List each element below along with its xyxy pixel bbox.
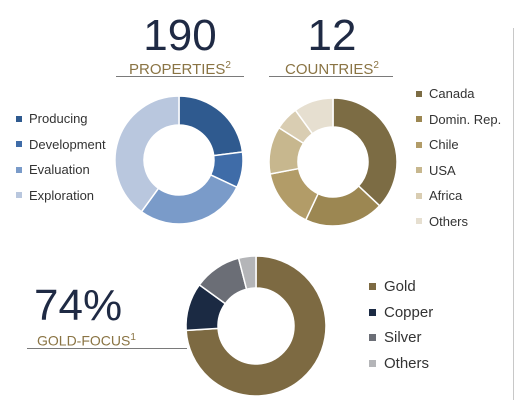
legend-label: Chile — [429, 137, 459, 153]
status-donut-chart — [114, 95, 244, 225]
country-donut-chart — [268, 97, 398, 227]
legend-label: Producing — [29, 111, 88, 127]
legend-label: Others — [429, 213, 469, 229]
legend-label: Silver — [384, 329, 422, 347]
legend-swatch — [369, 308, 376, 316]
legend-swatch — [16, 141, 22, 148]
slice-others — [237, 255, 257, 291]
legend-item-others: Others — [369, 351, 433, 377]
legend-label: Development — [29, 136, 106, 152]
legend-item-usa: USA — [416, 158, 501, 184]
legend-swatch — [369, 334, 376, 342]
slice-producing — [178, 95, 244, 157]
legend-swatch — [16, 192, 22, 199]
legend-swatch — [416, 141, 422, 148]
slice-gold — [185, 255, 327, 397]
slice-canada — [332, 97, 398, 207]
country-legend: Canada Domin. Rep. Chile USA Africa Others — [416, 81, 501, 234]
legend-swatch — [369, 359, 376, 367]
legend-label: Others — [384, 354, 430, 372]
status-legend: Producing Development Evaluation Exploratio… — [16, 106, 106, 208]
properties-underline — [116, 76, 244, 77]
slice-exploration — [114, 95, 180, 213]
legend-label: Canada — [429, 86, 475, 102]
legend-swatch — [416, 167, 422, 174]
legend-label: USA — [429, 162, 456, 178]
legend-swatch — [369, 283, 376, 291]
slice-evaluation — [140, 173, 238, 225]
gold-focus-label: GOLD-FOCUS1 — [37, 330, 167, 349]
legend-item-others: Others — [416, 209, 501, 235]
legend-item-silver: Silver — [369, 325, 433, 351]
legend-label: Domin. Rep. — [429, 111, 502, 127]
gold-focus-percent: 74% — [34, 281, 123, 330]
legend-swatch — [16, 166, 22, 173]
properties-footnote: 2 — [225, 60, 231, 71]
right-divider — [513, 28, 514, 400]
countries-underline — [269, 76, 393, 77]
countries-label-text: COUNTRIES — [285, 61, 374, 78]
legend-swatch — [416, 116, 422, 123]
gold-focus-underline — [27, 348, 187, 349]
legend-item-chile: Chile — [416, 132, 501, 158]
countries-footnote: 2 — [373, 60, 379, 71]
legend-label: Copper — [384, 303, 434, 321]
legend-item-producing: Producing — [16, 106, 106, 132]
countries-label: COUNTRIES2 — [262, 58, 402, 78]
metal-donut-chart — [185, 255, 327, 397]
gold-focus-label-text: GOLD-FOCUS — [37, 332, 131, 349]
legend-item-gold: Gold — [369, 274, 433, 300]
countries-count: 12 — [307, 11, 357, 60]
legend-label: Evaluation — [29, 162, 90, 178]
gold-focus-footnote: 1 — [130, 332, 136, 343]
legend-item-exploration: Exploration — [16, 183, 106, 209]
legend-item-development: Development — [16, 132, 106, 158]
legend-item-copper: Copper — [369, 300, 433, 326]
legend-swatch — [416, 218, 422, 225]
metal-legend: Gold Copper Silver Others — [369, 274, 433, 376]
properties-count: 190 — [143, 11, 217, 60]
legend-label: Africa — [429, 188, 463, 204]
legend-swatch — [416, 90, 422, 97]
properties-label-text: PROPERTIES — [129, 61, 226, 78]
legend-label: Gold — [384, 278, 416, 296]
legend-item-domin-rep: Domin. Rep. — [416, 107, 501, 133]
legend-swatch — [16, 115, 22, 122]
legend-swatch — [416, 192, 422, 199]
legend-item-africa: Africa — [416, 183, 501, 209]
properties-label: PROPERTIES2 — [110, 58, 250, 78]
legend-item-canada: Canada — [416, 81, 501, 107]
legend-label: Exploration — [29, 187, 95, 203]
slice-others — [294, 97, 334, 135]
legend-item-evaluation: Evaluation — [16, 157, 106, 183]
